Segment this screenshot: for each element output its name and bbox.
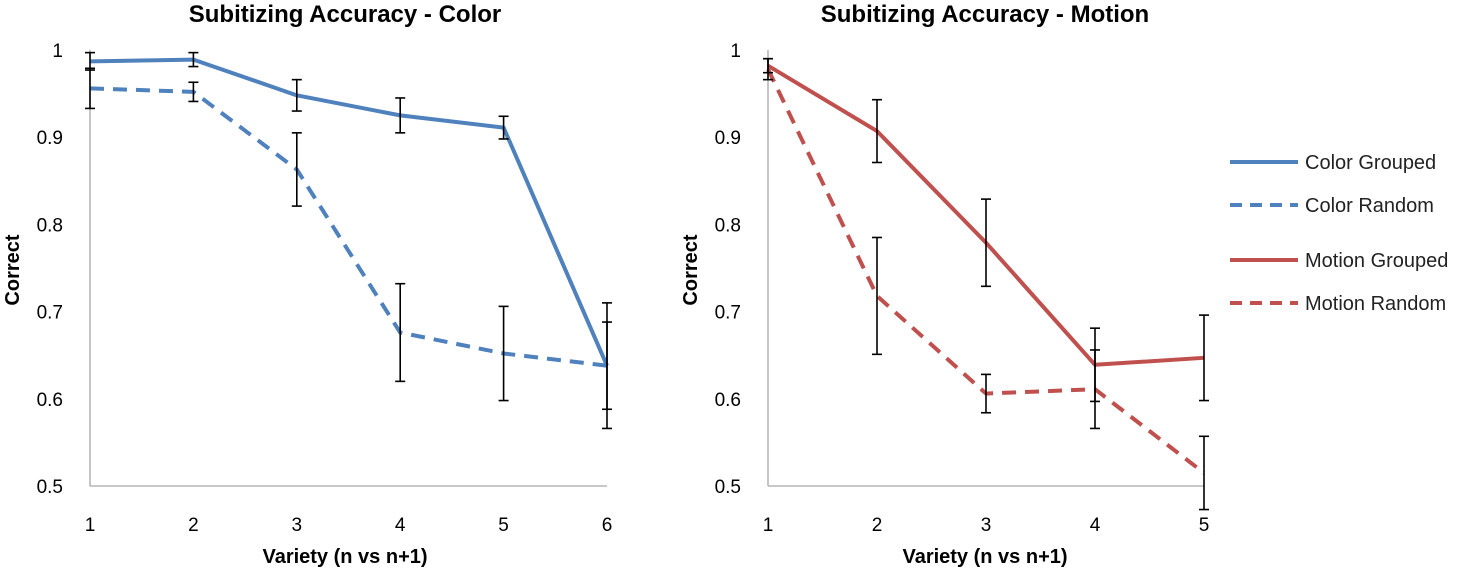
error-bar	[763, 57, 773, 81]
legend-item-motion-random: Motion Random	[1230, 293, 1446, 315]
x-tick-label: 5	[498, 515, 509, 536]
x-tick-label: 5	[1199, 515, 1210, 536]
series-line-color-grouped	[89, 57, 609, 367]
chart-color: Subitizing Accuracy - Color Correct Vari…	[2, 1, 612, 568]
error-bar	[498, 115, 509, 140]
error-bar	[1199, 314, 1209, 402]
chart-title-motion: Subitizing Accuracy - Motion	[821, 1, 1149, 28]
x-tick-label: 4	[1090, 515, 1101, 536]
y-tick-label: 0.9	[37, 128, 63, 149]
error-bar	[395, 97, 406, 134]
legend: Color Grouped Color Random Motion Groupe…	[1230, 152, 1448, 315]
error-bar	[85, 67, 95, 110]
x-tick-label: 1	[763, 515, 774, 536]
legend-label-motion-grouped: Motion Grouped	[1305, 250, 1448, 272]
y-tick-label: 0.8	[37, 215, 63, 236]
y-tick-label: 0.7	[715, 303, 741, 324]
legend-label-color-random: Color Random	[1305, 195, 1434, 217]
error-bar	[498, 305, 509, 402]
y-axis-title-color: Correct	[2, 234, 24, 305]
error-bar	[981, 373, 991, 414]
legend-item-color-random: Color Random	[1230, 195, 1434, 217]
x-axis-title-motion: Variety (n vs n+1)	[902, 546, 1067, 568]
chart-motion: Subitizing Accuracy - Motion Correct Var…	[680, 1, 1209, 568]
error-bar	[1199, 435, 1209, 511]
x-tick-label: 2	[188, 515, 199, 536]
y-axis-title-motion: Correct	[680, 234, 702, 305]
error-bar	[602, 302, 612, 430]
y-tick-label: 0.5	[715, 477, 741, 498]
error-bar	[872, 236, 882, 356]
error-bar	[291, 132, 302, 207]
x-tick-label: 3	[981, 515, 992, 536]
series-line-color-random	[89, 86, 608, 368]
x-tick-label: 4	[395, 515, 406, 536]
error-bar	[395, 282, 406, 383]
error-bar	[981, 198, 991, 288]
legend-label-motion-random: Motion Random	[1305, 293, 1446, 315]
x-tick-label: 1	[85, 515, 96, 536]
error-bar	[291, 78, 302, 112]
y-tick-label: 0.5	[37, 477, 63, 498]
error-bar	[1090, 349, 1100, 430]
y-tick-label: 0.9	[715, 128, 741, 149]
y-tick-label: 0.6	[715, 390, 741, 411]
error-bar	[188, 81, 199, 103]
error-bar	[188, 51, 199, 68]
y-tick-label: 0.7	[37, 303, 63, 324]
error-bar	[872, 98, 882, 164]
x-tick-label: 2	[872, 515, 883, 536]
legend-item-motion-grouped: Motion Grouped	[1230, 250, 1448, 272]
plot-area-color: 0.5 0.6 0.7 0.8 0.9 1 1 2 3 4 5 6	[37, 41, 613, 536]
y-tick-label: 1	[730, 41, 741, 62]
legend-item-color-grouped: Color Grouped	[1230, 152, 1436, 174]
y-tick-label: 1	[52, 41, 63, 62]
chart-title-color: Subitizing Accuracy - Color	[189, 1, 501, 28]
y-tick-label: 0.6	[37, 390, 63, 411]
y-tick-label: 0.8	[715, 215, 741, 236]
x-axis-title-color: Variety (n vs n+1)	[262, 546, 427, 568]
plot-area-motion: 0.5 0.6 0.7 0.8 0.9 1 1 2 3 4 5	[715, 41, 1210, 536]
legend-label-color-grouped: Color Grouped	[1305, 152, 1436, 174]
x-tick-label: 6	[602, 515, 613, 536]
x-tick-label: 3	[292, 515, 303, 536]
